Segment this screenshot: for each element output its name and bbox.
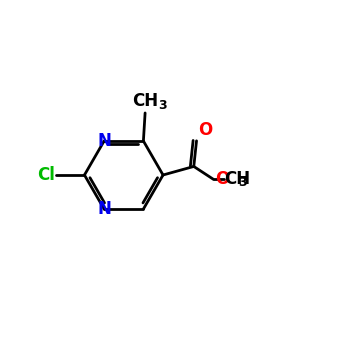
- Text: O: O: [215, 170, 229, 188]
- Text: CH: CH: [132, 92, 158, 110]
- Text: N: N: [97, 132, 111, 150]
- Text: 3: 3: [158, 99, 167, 112]
- Text: N: N: [97, 200, 111, 218]
- Text: O: O: [198, 121, 212, 139]
- Text: CH: CH: [225, 170, 251, 188]
- Text: 3: 3: [238, 176, 247, 189]
- Text: Cl: Cl: [37, 166, 55, 184]
